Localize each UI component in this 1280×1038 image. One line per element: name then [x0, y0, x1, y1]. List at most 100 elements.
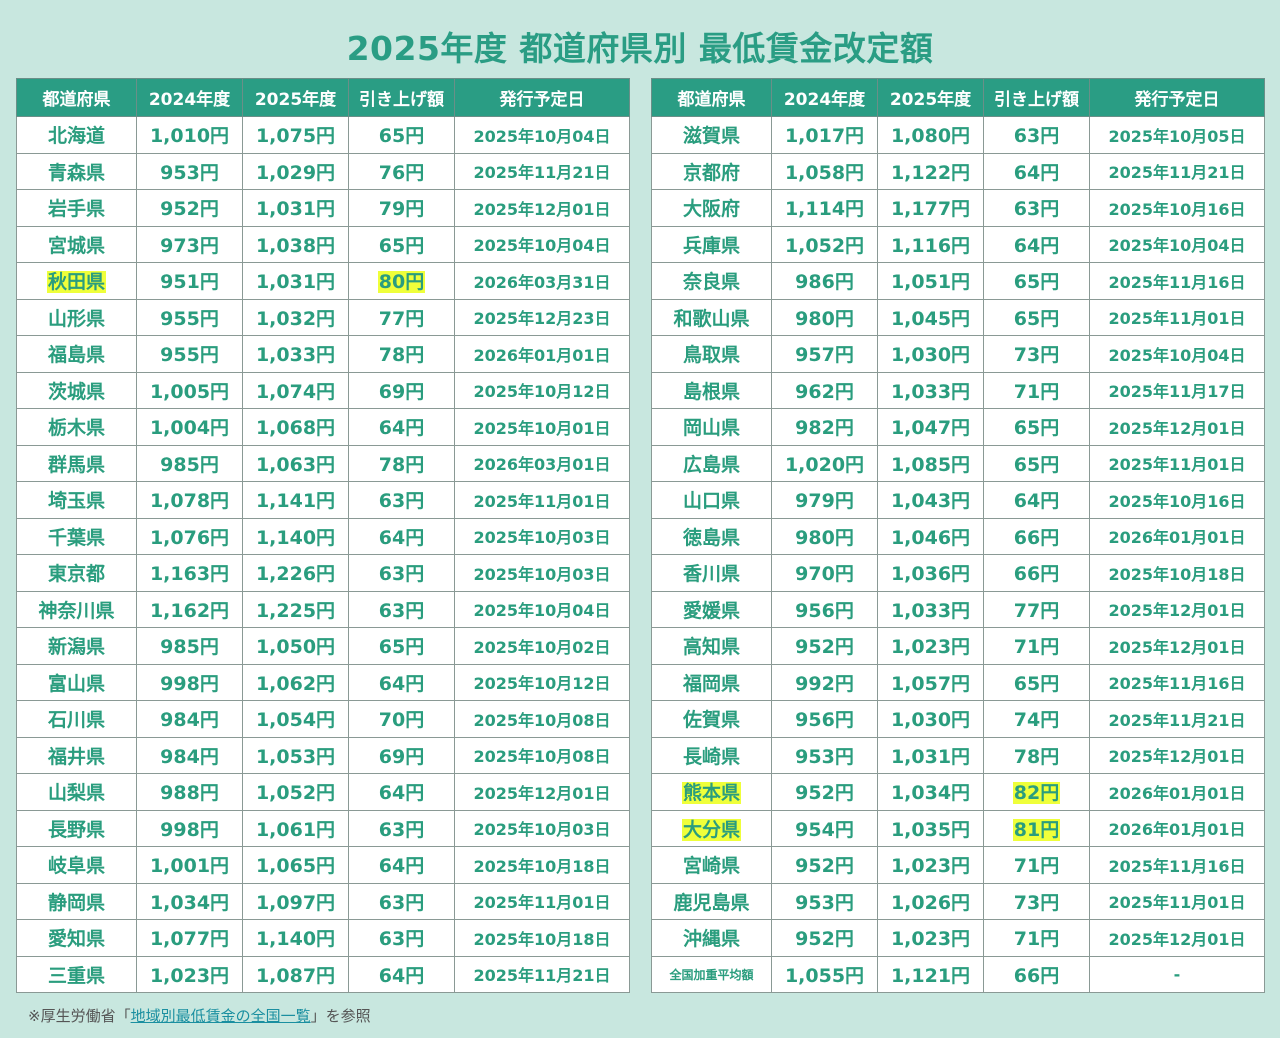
cell-prefecture: 長崎県 — [651, 736, 772, 774]
cell-wage-2025: 1,225円 — [242, 590, 349, 628]
header-effective-date: 発行予定日 — [1089, 78, 1265, 117]
cell-prefecture: 島根県 — [651, 371, 772, 409]
table-row: 福岡県 992円 1,057円 65円 2025年11月16日 — [651, 663, 1265, 701]
cell-prefecture: 兵庫県 — [651, 225, 772, 263]
table-row: 三重県 1,023円 1,087円 64円 2025年11月21日 — [16, 955, 630, 993]
cell-increase: 71円 — [983, 371, 1090, 409]
cell-wage-2025: 1,121円 — [877, 955, 984, 993]
cell-wage-2025: 1,047円 — [877, 408, 984, 446]
cell-effective-date: 2025年10月03日 — [454, 554, 630, 592]
cell-prefecture: 福岡県 — [651, 663, 772, 701]
cell-wage-2025: 1,177円 — [877, 189, 984, 227]
cell-wage-2024: 982円 — [771, 408, 878, 446]
cell-wage-2024: 954円 — [771, 809, 878, 847]
cell-effective-date: 2025年11月01日 — [454, 481, 630, 519]
table-row: 北海道 1,010円 1,075円 65円 2025年10月04日 — [16, 116, 630, 154]
cell-wage-2024: 970円 — [771, 554, 878, 592]
cell-increase: 65円 — [348, 116, 455, 154]
table-row: 大阪府 1,114円 1,177円 63円 2025年10月16日 — [651, 189, 1265, 227]
cell-wage-2025: 1,036円 — [877, 554, 984, 592]
cell-effective-date: 2026年01月01日 — [1089, 809, 1265, 847]
cell-effective-date: 2025年12月01日 — [1089, 736, 1265, 774]
cell-wage-2024: 1,023円 — [136, 955, 243, 993]
cell-prefecture: 秋田県 — [16, 262, 137, 300]
cell-prefecture: 大分県 — [651, 809, 772, 847]
table-row: 栃木県 1,004円 1,068円 64円 2025年10月01日 — [16, 408, 630, 446]
cell-wage-2025: 1,035円 — [877, 809, 984, 847]
cell-wage-2024: 956円 — [771, 590, 878, 628]
cell-wage-2024: 951円 — [136, 262, 243, 300]
cell-wage-2025: 1,054円 — [242, 700, 349, 738]
cell-wage-2025: 1,057円 — [877, 663, 984, 701]
cell-effective-date: 2025年10月12日 — [454, 663, 630, 701]
cell-wage-2025: 1,030円 — [877, 335, 984, 373]
cell-increase: 78円 — [348, 444, 455, 482]
cell-increase: 63円 — [348, 554, 455, 592]
cell-prefecture: 神奈川県 — [16, 590, 137, 628]
cell-increase: 64円 — [348, 517, 455, 555]
cell-wage-2025: 1,087円 — [242, 955, 349, 993]
cell-effective-date: - — [1089, 955, 1265, 993]
cell-increase: 80円 — [348, 262, 455, 300]
highlight: 秋田県 — [46, 271, 106, 294]
cell-increase: 77円 — [348, 298, 455, 336]
cell-prefecture: 石川県 — [16, 700, 137, 738]
cell-effective-date: 2025年10月12日 — [454, 371, 630, 409]
cell-increase: 63円 — [348, 590, 455, 628]
header-wage-2024: 2024年度 — [136, 78, 243, 117]
cell-wage-2025: 1,075円 — [242, 116, 349, 154]
cell-wage-2025: 1,116円 — [877, 225, 984, 263]
table-row: 和歌山県 980円 1,045円 65円 2025年11月01日 — [651, 298, 1265, 336]
header-prefecture: 都道府県 — [16, 78, 137, 117]
cell-wage-2024: 1,010円 — [136, 116, 243, 154]
cell-effective-date: 2025年10月02日 — [454, 627, 630, 665]
cell-effective-date: 2025年11月16日 — [1089, 846, 1265, 884]
cell-increase: 63円 — [983, 116, 1090, 154]
cell-prefecture: 茨城県 — [16, 371, 137, 409]
cell-effective-date: 2025年12月01日 — [1089, 590, 1265, 628]
cell-effective-date: 2025年11月16日 — [1089, 663, 1265, 701]
cell-increase: 64円 — [348, 955, 455, 993]
cell-effective-date: 2025年11月01日 — [1089, 882, 1265, 920]
cell-wage-2024: 952円 — [771, 919, 878, 957]
cell-increase: 73円 — [983, 335, 1090, 373]
cell-prefecture: 三重県 — [16, 955, 137, 993]
cell-increase: 63円 — [348, 809, 455, 847]
cell-wage-2024: 1,020円 — [771, 444, 878, 482]
cell-effective-date: 2025年12月01日 — [1089, 919, 1265, 957]
cell-wage-2024: 1,017円 — [771, 116, 878, 154]
cell-effective-date: 2025年11月21日 — [1089, 700, 1265, 738]
cell-wage-2025: 1,023円 — [877, 846, 984, 884]
cell-effective-date: 2025年10月16日 — [1089, 481, 1265, 519]
cell-effective-date: 2025年10月04日 — [454, 225, 630, 263]
cell-wage-2025: 1,097円 — [242, 882, 349, 920]
cell-increase: 79円 — [348, 189, 455, 227]
wage-table-left: 都道府県 2024年度 2025年度 引き上げ額 発行予定日 北海道 1,010円 1,075… — [16, 78, 630, 993]
cell-effective-date: 2025年10月04日 — [1089, 225, 1265, 263]
cell-prefecture: 富山県 — [16, 663, 137, 701]
cell-wage-2025: 1,050円 — [242, 627, 349, 665]
cell-prefecture: 岩手県 — [16, 189, 137, 227]
cell-prefecture: 群馬県 — [16, 444, 137, 482]
table-row: 長野県 998円 1,061円 63円 2025年10月03日 — [16, 809, 630, 847]
cell-wage-2025: 1,061円 — [242, 809, 349, 847]
cell-wage-2024: 1,076円 — [136, 517, 243, 555]
cell-wage-2024: 979円 — [771, 481, 878, 519]
table-row: 福島県 955円 1,033円 78円 2026年01月01日 — [16, 335, 630, 373]
header-increase: 引き上げ額 — [348, 78, 455, 117]
cell-effective-date: 2026年03月31日 — [454, 262, 630, 300]
table-row: 宮崎県 952円 1,023円 71円 2025年11月16日 — [651, 846, 1265, 884]
cell-effective-date: 2026年03月01日 — [454, 444, 630, 482]
cell-wage-2024: 1,077円 — [136, 919, 243, 957]
source-link[interactable]: 地域別最低賃金の全国一覧 — [130, 1007, 311, 1025]
cell-prefecture: 長野県 — [16, 809, 137, 847]
cell-increase: 63円 — [348, 882, 455, 920]
wage-table-right: 都道府県 2024年度 2025年度 引き上げ額 発行予定日 滋賀県 1,017円 1,080… — [651, 78, 1265, 993]
cell-prefecture: 大阪府 — [651, 189, 772, 227]
cell-prefecture: 山形県 — [16, 298, 137, 336]
cell-increase: 65円 — [348, 225, 455, 263]
cell-wage-2025: 1,085円 — [877, 444, 984, 482]
cell-prefecture: 滋賀県 — [651, 116, 772, 154]
cell-effective-date: 2025年11月01日 — [454, 882, 630, 920]
highlight: 熊本県 — [681, 782, 741, 805]
